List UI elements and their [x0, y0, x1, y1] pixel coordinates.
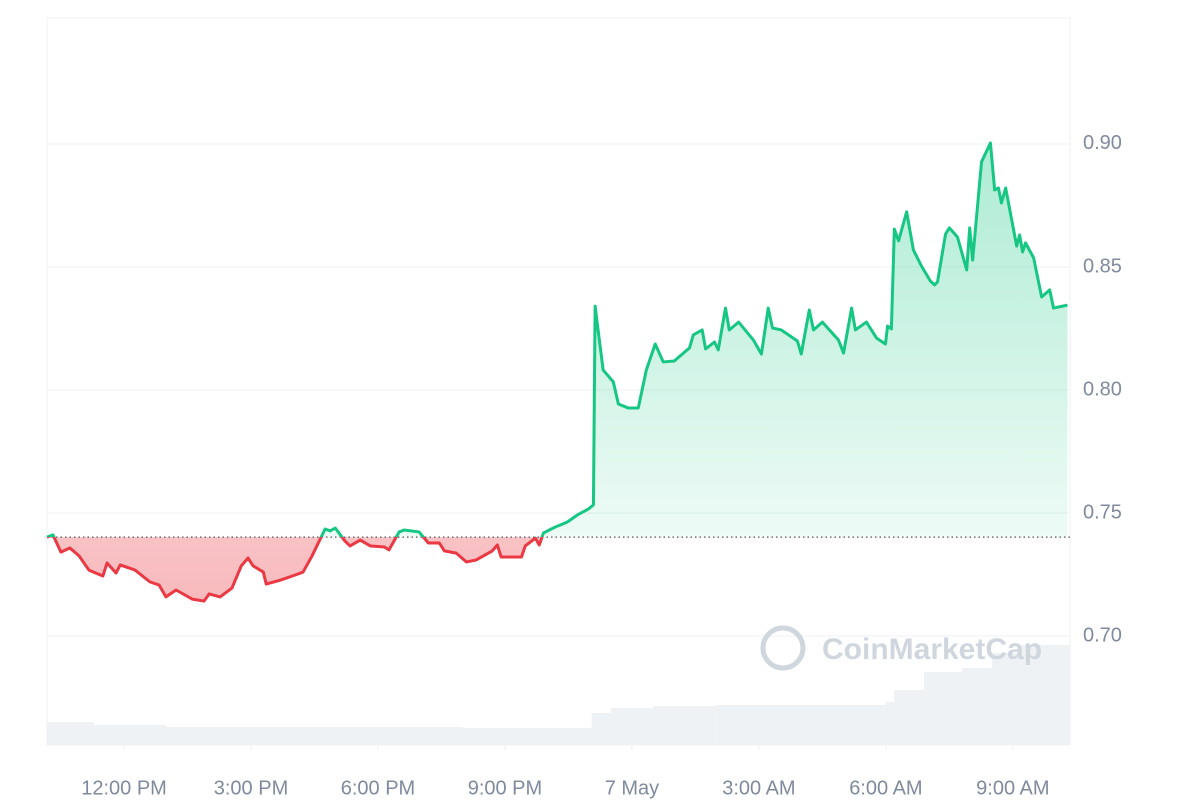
watermark-logo [760, 625, 806, 671]
y-tick-label: 0.75 [1083, 501, 1122, 523]
area-down [47, 537, 1068, 602]
volume-bar [653, 706, 717, 745]
x-tick-label: 6:00 PM [341, 777, 415, 799]
x-tick-label: 3:00 PM [214, 777, 288, 799]
y-tick-label: 0.85 [1083, 255, 1122, 277]
volume-bar [885, 702, 895, 745]
watermark: CoinMarketCap [822, 633, 1042, 666]
volume-bar [591, 713, 611, 745]
volume-bar [991, 653, 1022, 745]
x-tick-label: 12:00 PM [81, 777, 167, 799]
volume-bar [610, 708, 654, 745]
line-down [46, 537, 544, 603]
y-tick-label: 0.90 [1083, 132, 1122, 154]
volume-bar [962, 668, 992, 745]
volume-bar [94, 725, 167, 745]
x-tick-label: 9:00 AM [976, 777, 1049, 799]
line-up [46, 141, 1068, 538]
volume-bar [462, 728, 592, 745]
volume-bar [1021, 645, 1070, 745]
x-tick-label: 7 May [605, 777, 659, 799]
x-tick-label: 3:00 AM [722, 777, 795, 799]
y-tick-label: 0.80 [1083, 378, 1122, 400]
volume-bar [166, 727, 463, 745]
volume-bar [716, 705, 886, 745]
x-tick-label: 6:00 AM [849, 777, 922, 799]
volume-bar [894, 690, 924, 745]
volume-bar [923, 672, 963, 745]
y-tick-label: 0.70 [1083, 624, 1122, 646]
x-tick-label: 9:00 PM [468, 777, 542, 799]
volume-bar [47, 722, 95, 745]
area-up [47, 142, 1068, 538]
